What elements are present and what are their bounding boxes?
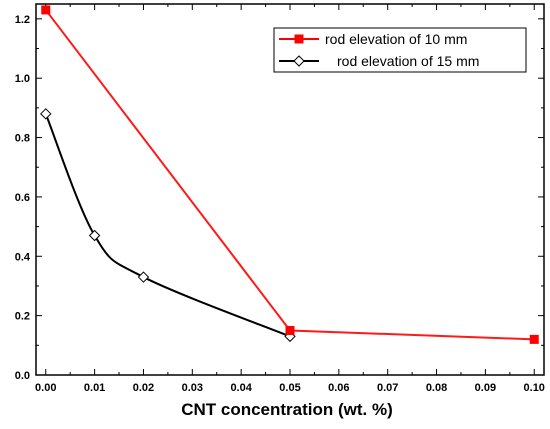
x-tick-label: 0.05 xyxy=(279,382,300,394)
x-tick-label: 0.10 xyxy=(524,382,545,394)
data-point-square xyxy=(41,5,51,15)
data-point-square xyxy=(285,325,295,335)
axis-ticks xyxy=(36,4,544,376)
x-tick-label: 0.01 xyxy=(84,382,105,394)
y-tick-label: 1.2 xyxy=(15,14,30,26)
legend: rod elevation of 10 mm rod elevation of … xyxy=(273,27,527,73)
x-tick-label: 0.02 xyxy=(133,382,154,394)
data-point-diamond xyxy=(293,55,305,67)
x-tick-label: 0.08 xyxy=(426,382,447,394)
y-tick-labels: 0.0 0.2 0.4 0.6 0.8 1.0 1.2 xyxy=(15,14,31,382)
x-tick-label: 0.07 xyxy=(377,382,398,394)
y-tick-label: 1.0 xyxy=(15,73,30,85)
legend-swatch-marker xyxy=(294,34,304,44)
x-tick-label: 0.00 xyxy=(35,382,56,394)
y-tick-label: 0.6 xyxy=(15,192,30,204)
data-point-square xyxy=(529,334,539,344)
series-line xyxy=(44,113,291,338)
x-axis-title: CNT concentration (wt. %) xyxy=(181,400,393,419)
legend-label: rod elevation of 10 mm xyxy=(325,31,467,47)
legend-swatch-marker xyxy=(293,55,305,67)
x-tick-label: 0.04 xyxy=(230,382,252,394)
data-point-square xyxy=(294,34,304,44)
x-tick-label: 0.03 xyxy=(182,382,203,394)
y-tick-label: 0.8 xyxy=(15,133,30,145)
legend-box xyxy=(273,27,527,73)
x-tick-labels: 0.00 0.01 0.02 0.03 0.04 0.05 0.06 0.07 0.08 0.09… xyxy=(35,382,545,394)
y-tick-label: 0.0 xyxy=(15,370,30,382)
legend-label: rod elevation of 15 mm xyxy=(337,53,479,69)
x-tick-label: 0.09 xyxy=(475,382,496,394)
data-point-diamond xyxy=(40,108,52,120)
y-tick-label: 0.2 xyxy=(15,311,30,323)
data-point-diamond xyxy=(88,229,101,242)
x-tick-label: 0.06 xyxy=(328,382,349,394)
data-point-diamond xyxy=(137,271,150,283)
y-tick-label: 0.4 xyxy=(15,251,31,263)
series-layer xyxy=(40,5,539,344)
